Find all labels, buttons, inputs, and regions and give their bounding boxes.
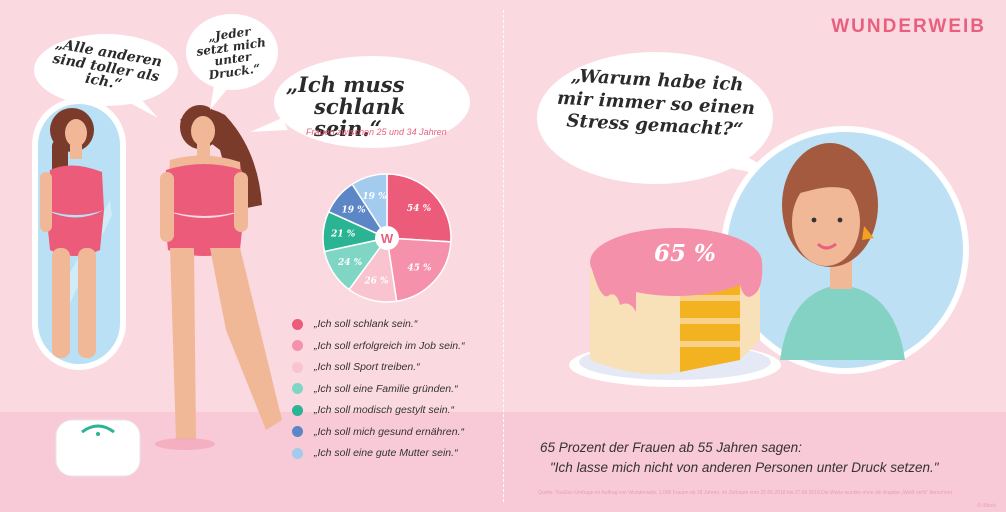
legend-swatch-5: [292, 426, 303, 437]
legend-label-0: „Ich soll schlank sein.“: [314, 318, 418, 330]
bubble-slim-line-2: schlank sein.“: [314, 94, 406, 142]
legend-label-6: „Ich soll eine gute Mutter sein.“: [314, 447, 458, 459]
legend-swatch-1: [292, 340, 303, 351]
pie-slice-label-5: 19 %: [342, 205, 367, 215]
source-note: Quelle: YouGov-Umfrage im Auftrag von Wu…: [538, 490, 954, 496]
page-divider: [503, 10, 504, 502]
legend-label-3: „Ich soll eine Familie gründen.“: [314, 382, 458, 395]
pie-slice-label-3: 24 %: [337, 258, 363, 268]
key-statistic: 65 Prozent der Frauen ab 55 Jahren sagen…: [540, 438, 939, 477]
cake-percent: 65 %: [654, 240, 716, 267]
legend-label-5: „Ich soll mich gesund ernähren.“: [314, 425, 464, 438]
legend-swatch-3: [292, 383, 303, 394]
legend-label-4: „Ich soll modisch gestylt sein.“: [314, 404, 455, 416]
legend-item-0: „Ich soll schlank sein.“: [292, 316, 417, 332]
pie-slice-0: [386, 173, 452, 243]
older-woman-portrait: [721, 126, 969, 374]
legend-swatch-2: [292, 361, 303, 373]
legend-label-1: „Ich soll erfolgreich im Job sein.“: [314, 339, 465, 352]
legend-item-5: „Ich soll mich gesund ernähren.“: [292, 424, 464, 440]
pie-slice-1: [386, 237, 452, 303]
pie-slice-label-6: 19 %: [362, 192, 387, 202]
pie-center-logo-circle: [375, 226, 399, 250]
legend-label-2: „Ich soll Sport treiben.“: [314, 361, 420, 373]
woman-illustration: [155, 105, 282, 450]
bubble-slim-line-1: „Ich muss: [286, 72, 405, 97]
bubble-slim: [274, 56, 470, 148]
pie-slice-label-4: 21 %: [330, 229, 356, 239]
pie-slice-label-1: 45 %: [407, 264, 432, 274]
legend-item-4: „Ich soll modisch gestylt sein.“: [292, 402, 454, 418]
brand-logo: WUNDERWEIB: [831, 16, 986, 37]
pie-slice-6: [351, 173, 388, 241]
bubble-slim-text: „Ich muss schlank sein.“: [286, 72, 456, 142]
bubble-pressure: [186, 14, 278, 90]
bubble-stress: [537, 52, 773, 184]
pie-slice-label-2: 26 %: [363, 277, 389, 287]
legend-item-3: „Ich soll eine Familie gründen.“: [292, 381, 458, 397]
legend-item-1: „Ich soll erfolgreich im Job sein.“: [292, 338, 465, 354]
legend-item-2: „Ich soll Sport treiben.“: [292, 359, 420, 375]
pie-center-logo: W: [381, 231, 394, 246]
bathroom-scale-illustration: [55, 419, 141, 477]
cake-illustration: [569, 228, 781, 387]
pie-slice-label-0: 54 %: [407, 204, 432, 214]
legend-swatch-6: [292, 447, 303, 459]
legend-swatch-0: [292, 318, 303, 330]
image-credit: © iStock: [977, 503, 996, 509]
pie-chart: 54 % 45 % 26 %24 % 21 % 19 % 19 % W: [322, 173, 452, 303]
mirror-illustration: [32, 98, 126, 370]
legend-swatch-4: [292, 404, 303, 416]
bubble-others: [34, 34, 178, 106]
key-statistic-line-1: 65 Prozent der Frauen ab 55 Jahren sagen…: [540, 440, 802, 455]
bubble-stress-text: „Warum habe ich mir immer so einen Stres…: [554, 65, 757, 143]
legend-item-6: „Ich soll eine gute Mutter sein.“: [292, 445, 458, 461]
survey-subtitle: Frauen zwischen 25 und 34 Jahren: [306, 127, 447, 137]
key-statistic-line-2: "Ich lasse mich nicht von anderen Person…: [550, 459, 939, 475]
